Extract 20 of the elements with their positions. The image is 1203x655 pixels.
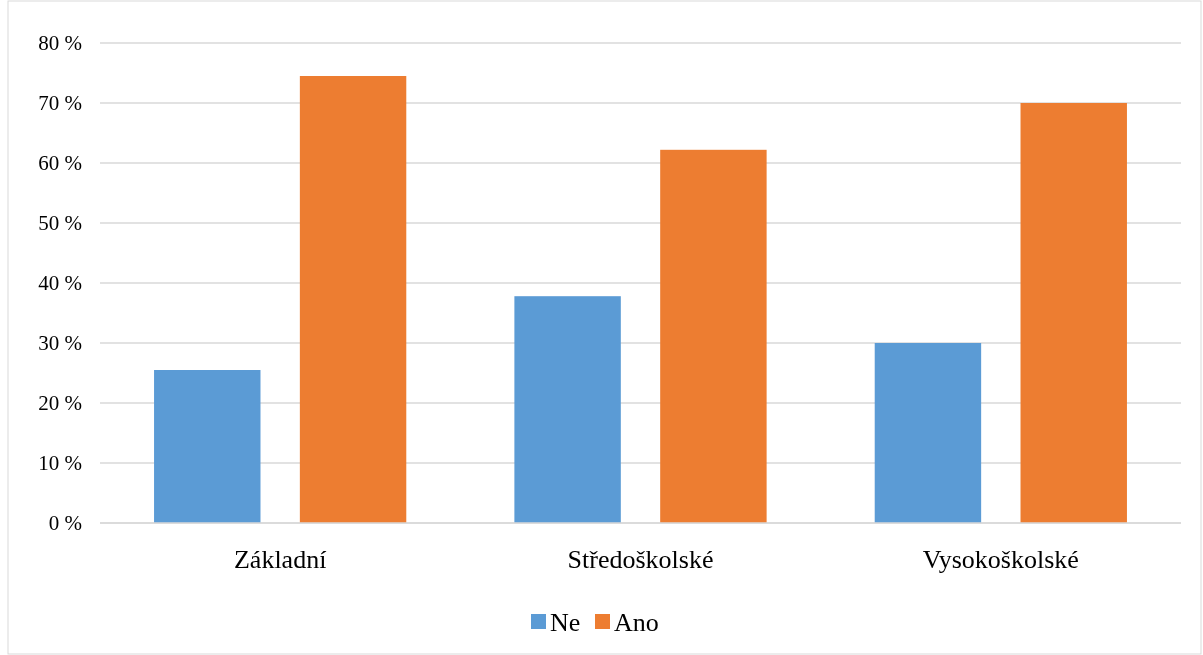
bar (154, 370, 261, 523)
y-tick-label: 60 % (38, 151, 82, 176)
y-tick-label: 40 % (38, 271, 82, 296)
legend-label: Ne (550, 608, 581, 638)
bar (660, 149, 767, 523)
y-tick-label: 50 % (38, 211, 82, 236)
x-tick-label: Vysokoškolské (922, 545, 1079, 574)
bar (299, 76, 407, 523)
bar (514, 296, 621, 523)
x-tick-label: Středoškolské (567, 545, 714, 574)
y-tick-label: 80 % (38, 31, 82, 56)
bar (874, 343, 982, 523)
legend-label: Ano (614, 608, 659, 638)
y-tick-label: 20 % (38, 391, 82, 416)
bar (1020, 103, 1127, 523)
y-tick-label: 0 % (48, 511, 82, 536)
x-tick-label: Základní (233, 545, 327, 574)
y-tick-label: 70 % (38, 91, 82, 116)
y-tick-label: 10 % (38, 451, 82, 476)
y-tick-label: 30 % (38, 331, 82, 356)
